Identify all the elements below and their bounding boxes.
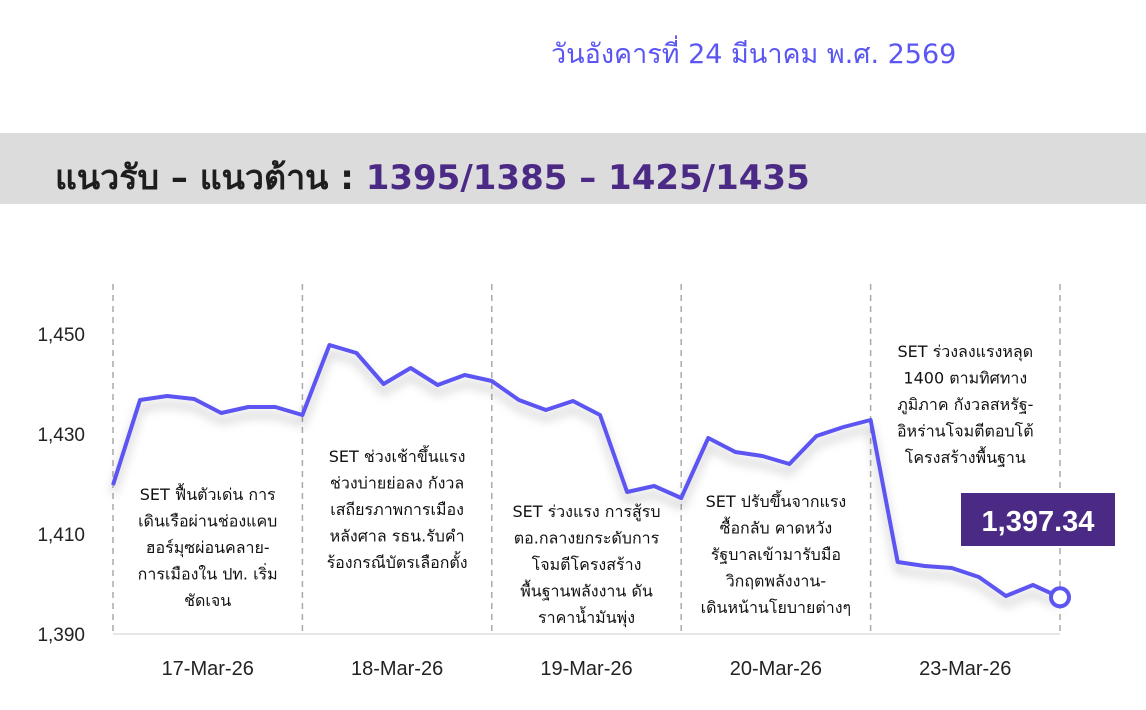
annotation-text: SET ช่วงเช้าขึ้นแรง — [329, 445, 466, 466]
y-tick-label: 1,430 — [37, 425, 85, 446]
y-tick-label: 1,450 — [37, 325, 85, 346]
report-date: วันอังคารที่ 24 มีนาคม พ.ศ. 2569 — [551, 39, 957, 70]
x-tick-label: 19-Mar-26 — [540, 658, 632, 680]
annotation-text: เสถียรภาพการเมือง — [330, 500, 464, 519]
annotation-text: ชัดเจน — [184, 591, 231, 610]
annotation-text: หลังศาล รธน.รับคำ — [330, 527, 465, 546]
annotation-text: SET ร่วงแรง การสู้รบ — [512, 502, 660, 522]
set-index-line — [111, 343, 1061, 600]
last-point-marker — [1049, 586, 1071, 609]
annotation-text: วิกฤตพลังงาน- — [726, 572, 826, 591]
y-tick-label: 1,390 — [37, 625, 85, 646]
annotation-text: ภูมิภาค กังวลสหรัฐ- — [897, 395, 1033, 415]
x-tick-label: 20-Mar-26 — [730, 658, 822, 680]
levels-label: แนวรับ – แนวต้าน : — [55, 158, 366, 198]
x-tick-label: 17-Mar-26 — [162, 658, 254, 680]
annotation-text: รัฐบาลเข้ามารับมือ — [711, 545, 841, 564]
x-tick-label: 23-Mar-26 — [919, 658, 1011, 680]
y-tick-label: 1,410 — [37, 525, 85, 546]
annotation-text: ฮอร์มุซผ่อนคลาย- — [146, 538, 270, 558]
annotation-text: SET ปรับขึ้นจากแรง — [706, 490, 847, 511]
annotation-text: ตอ.กลางยกระดับการ — [514, 529, 660, 548]
annotation-text: SET ฟื้นตัวเด่น การ — [140, 483, 276, 504]
annotation-text: ช่วงบ่ายย่อลง กังวล — [330, 474, 464, 493]
annotation-text: ราคาน้ำมันพุ่ง — [538, 606, 635, 628]
x-tick-label: 18-Mar-26 — [351, 658, 443, 680]
annotation-text: เดินเรือผ่านช่องแคบ — [138, 512, 277, 531]
annotation-text: 1400 ตามทิศทาง — [903, 369, 1027, 388]
annotation-text: ซื้อกลับ คาดหวัง — [720, 517, 833, 538]
levels-band — [0, 133, 1146, 204]
annotation-text: ร้องกรณีบัตรเลือกตั้ง — [327, 551, 468, 572]
support-resistance-title: แนวรับ – แนวต้าน : 1395/1385 – 1425/1435 — [55, 150, 810, 204]
last-value-box — [961, 493, 1115, 546]
annotation-text: SET ร่วงลงแรงหลุด — [898, 342, 1034, 362]
last-value-label: 1,397.34 — [982, 506, 1095, 538]
annotation-text: พื้นฐานพลังงาน ดัน — [520, 580, 653, 601]
annotation-text: เดินหน้านโยบายต่างๆ — [701, 598, 851, 617]
levels-value: 1395/1385 – 1425/1435 — [365, 158, 810, 198]
annotation-text: อิหร่านโจมตีตอบโต้ — [897, 422, 1034, 441]
annotation-text: โครงสร้างพื้นฐาน — [905, 446, 1026, 467]
annotation-text: โจมตีโครงสร้าง — [532, 555, 642, 574]
annotation-text: การเมืองใน ปท. เริ่ม — [138, 563, 278, 584]
